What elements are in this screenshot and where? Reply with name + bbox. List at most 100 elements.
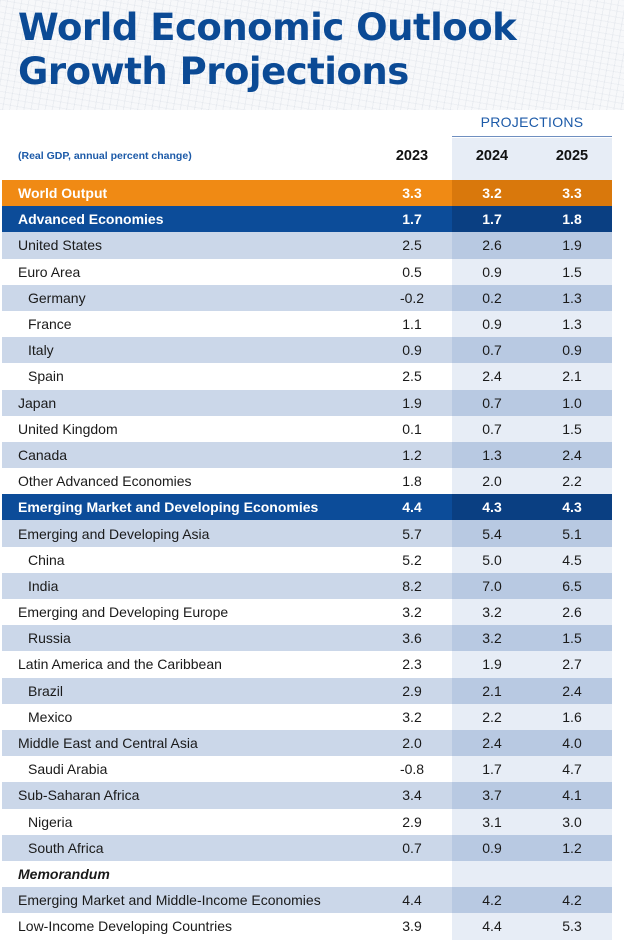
table-row: Emerging and Developing Europe 3.2 3.2 2.6 — [2, 599, 612, 625]
row-label: Italy — [28, 342, 54, 359]
value-2023: 1.2 — [402, 446, 422, 463]
value-2024: 0.2 — [482, 289, 502, 306]
value-2024: 0.7 — [482, 420, 502, 437]
table-row: United States 2.5 2.6 1.9 — [2, 232, 612, 259]
value-2023: 4.4 — [402, 499, 422, 516]
table-row: Saudi Arabia -0.8 1.7 4.7 — [2, 756, 612, 782]
value-2024: 2.1 — [482, 682, 502, 699]
value-2024: 3.2 — [482, 604, 502, 621]
row-label: South Africa — [28, 839, 104, 856]
row-label: Memorandum — [18, 865, 110, 882]
table-row: Sub-Saharan Africa 3.4 3.7 4.1 — [2, 782, 612, 809]
projections-table: World Output 3.3 3.2 3.3 Advanced Economies 1… — [2, 180, 612, 939]
value-2023: 2.9 — [402, 682, 422, 699]
value-2023: 0.5 — [402, 263, 422, 280]
value-2025: 4.1 — [562, 787, 582, 804]
value-2023: 4.4 — [402, 892, 422, 909]
title-line-2: Growth Projections — [18, 50, 409, 93]
row-label: World Output — [18, 185, 108, 202]
value-2023: 2.5 — [402, 237, 422, 254]
value-2025: 1.5 — [562, 263, 582, 280]
row-label: United Kingdom — [18, 420, 118, 437]
units-note: (Real GDP, annual percent change) — [18, 150, 192, 162]
table-row: Latin America and the Caribbean 2.3 1.9 2.7 — [2, 651, 612, 677]
value-2025: 6.5 — [562, 577, 582, 594]
row-label: United States — [18, 237, 103, 254]
value-2025: 2.2 — [562, 473, 582, 490]
row-label: Spain — [28, 368, 64, 385]
value-2024: 5.0 — [482, 551, 502, 568]
value-2025: 3.3 — [562, 185, 582, 202]
value-2024: 4.4 — [482, 918, 502, 935]
table-row: Euro Area 0.5 0.9 1.5 — [2, 259, 612, 285]
value-2024: 1.7 — [482, 761, 502, 778]
value-2023: 3.2 — [402, 604, 422, 621]
value-2023: -0.8 — [399, 761, 425, 778]
value-2025: 1.9 — [562, 237, 582, 254]
row-label: Emerging and Developing Europe — [18, 604, 229, 621]
row-label: Nigeria — [28, 813, 73, 830]
table-row: Italy 0.9 0.7 0.9 — [2, 337, 612, 364]
row-label: Sub-Saharan Africa — [18, 787, 140, 804]
value-2025: 2.4 — [562, 682, 582, 699]
value-2025: 5.3 — [562, 918, 582, 935]
table-row: Nigeria 2.9 3.1 3.0 — [2, 809, 612, 835]
value-2023: 0.1 — [402, 420, 422, 437]
table-row: South Africa 0.7 0.9 1.2 — [2, 834, 612, 862]
value-2024: 2.2 — [482, 708, 502, 725]
table-row: Low-Income Developing Countries 3.9 4.4 5.3 — [2, 913, 612, 939]
table-row: Memorandum — [2, 861, 612, 887]
row-label: Germany — [28, 289, 86, 306]
table-row: Emerging Market and Developing Economies… — [2, 494, 612, 521]
value-2025: 1.6 — [562, 708, 582, 725]
value-2025: 4.2 — [562, 892, 582, 909]
value-2024: 5.4 — [482, 525, 502, 542]
projections-label: PROJECTIONS — [480, 114, 584, 130]
value-2024: 0.7 — [482, 394, 502, 411]
value-2025: 1.3 — [562, 316, 582, 333]
projections-divider — [452, 136, 612, 137]
row-label: Mexico — [28, 708, 73, 725]
header-banner — [0, 0, 624, 110]
row-label: France — [28, 316, 72, 333]
row-label: Emerging Market and Developing Economies — [18, 499, 319, 516]
value-2023: 2.5 — [402, 368, 422, 385]
value-2025: 4.5 — [562, 551, 582, 568]
table-row: Emerging and Developing Asia 5.7 5.4 5.1 — [2, 520, 612, 547]
value-2025: 1.5 — [562, 630, 582, 647]
table-row: Mexico 3.2 2.2 1.6 — [2, 704, 612, 730]
table-row: Russia 3.6 3.2 1.5 — [2, 625, 612, 652]
value-2023: 1.1 — [402, 316, 422, 333]
value-2023: 5.7 — [402, 525, 422, 542]
table-row: Germany -0.2 0.2 1.3 — [2, 284, 612, 312]
table-row: Other Advanced Economies 1.8 2.0 2.2 — [2, 468, 612, 494]
value-2025: 1.5 — [562, 420, 582, 437]
value-2025: 4.3 — [562, 499, 582, 516]
value-2023: 2.3 — [402, 656, 422, 673]
row-label: China — [28, 551, 65, 568]
title-line-1: World Economic Outlook — [18, 6, 517, 49]
value-2025: 1.2 — [562, 839, 582, 856]
value-2024: 2.6 — [482, 237, 502, 254]
value-2024: 2.4 — [482, 368, 502, 385]
value-2023: 2.0 — [402, 735, 422, 752]
value-2024: 2.0 — [482, 473, 502, 490]
value-2024: 3.7 — [482, 787, 502, 804]
row-label: Canada — [18, 446, 68, 463]
value-2023: 3.2 — [402, 708, 422, 725]
value-2023: 1.8 — [402, 473, 422, 490]
value-2023: 0.9 — [402, 342, 422, 359]
value-2023: -0.2 — [399, 289, 425, 306]
value-2023: 2.9 — [402, 813, 422, 830]
value-2024: 1.7 — [482, 211, 502, 228]
page-title: World Economic Outlook Growth Projection… — [18, 6, 618, 94]
value-2023: 1.7 — [402, 211, 422, 228]
value-2024: 3.2 — [482, 630, 502, 647]
row-label: Other Advanced Economies — [18, 473, 192, 490]
table-row: Spain 2.5 2.4 2.1 — [2, 363, 612, 389]
row-label: India — [28, 577, 59, 594]
value-2023: 3.3 — [402, 185, 422, 202]
row-label: Middle East and Central Asia — [18, 735, 198, 752]
table-row: Middle East and Central Asia 2.0 2.4 4.0 — [2, 729, 612, 757]
table-row: United Kingdom 0.1 0.7 1.5 — [2, 416, 612, 442]
